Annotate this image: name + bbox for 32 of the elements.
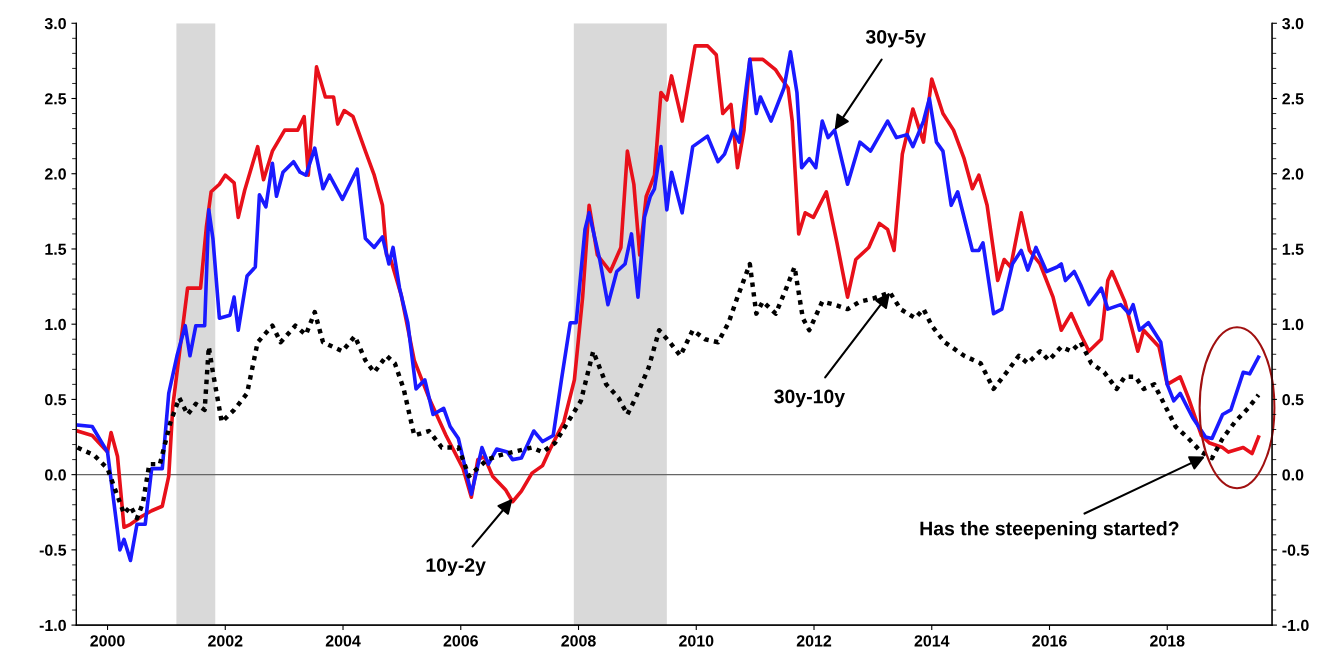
y2-tick-label: 3.0 [1282, 17, 1304, 30]
y-tick-label: 0.5 [45, 394, 67, 406]
y2-tick-label: 1.0 [1282, 318, 1304, 331]
x-tick-label: 2018 [1150, 635, 1185, 647]
x-tick-label: 2014 [914, 635, 950, 647]
y2-tick-label: 1.5 [1282, 243, 1304, 255]
y2-tick-label: -1.0 [1282, 619, 1309, 632]
x-tick-label: 2000 [90, 635, 125, 647]
y-tick-label: 2.0 [44, 168, 66, 180]
x-tick-label: 2008 [561, 635, 596, 647]
y-tick-label: 1.0 [45, 318, 66, 331]
y2-tick-label: 2.0 [1282, 168, 1304, 180]
y-tick-label: 1.5 [45, 243, 67, 255]
x-tick-label: 2004 [325, 635, 361, 647]
y-tick-label: -0.5 [39, 544, 67, 556]
x-tick-label: 2012 [796, 635, 832, 647]
y-tick-label: 0.0 [45, 469, 66, 481]
annotation: Has the steepening started? [920, 521, 1179, 540]
y2-tick-label: 0.0 [1282, 469, 1304, 481]
y-tick-label: -1.0 [39, 619, 66, 632]
y2-tick-label: 2.5 [1282, 93, 1304, 105]
x-tick-label: 2006 [443, 635, 478, 647]
y2-tick-label: -0.5 [1282, 544, 1309, 556]
y2-tick-label: 0.5 [1282, 394, 1304, 406]
x-tick-label: 2016 [1032, 635, 1067, 647]
x-tick-label: 2002 [208, 635, 243, 647]
y-tick-label: 3.0 [44, 17, 66, 30]
annotation: 30y-10y [774, 389, 845, 408]
y-tick-label: 2.5 [44, 93, 67, 105]
annotation: 30y-5y [865, 29, 926, 48]
x-tick-label: 2010 [679, 635, 714, 647]
annotation: 10y-2y [426, 558, 486, 576]
